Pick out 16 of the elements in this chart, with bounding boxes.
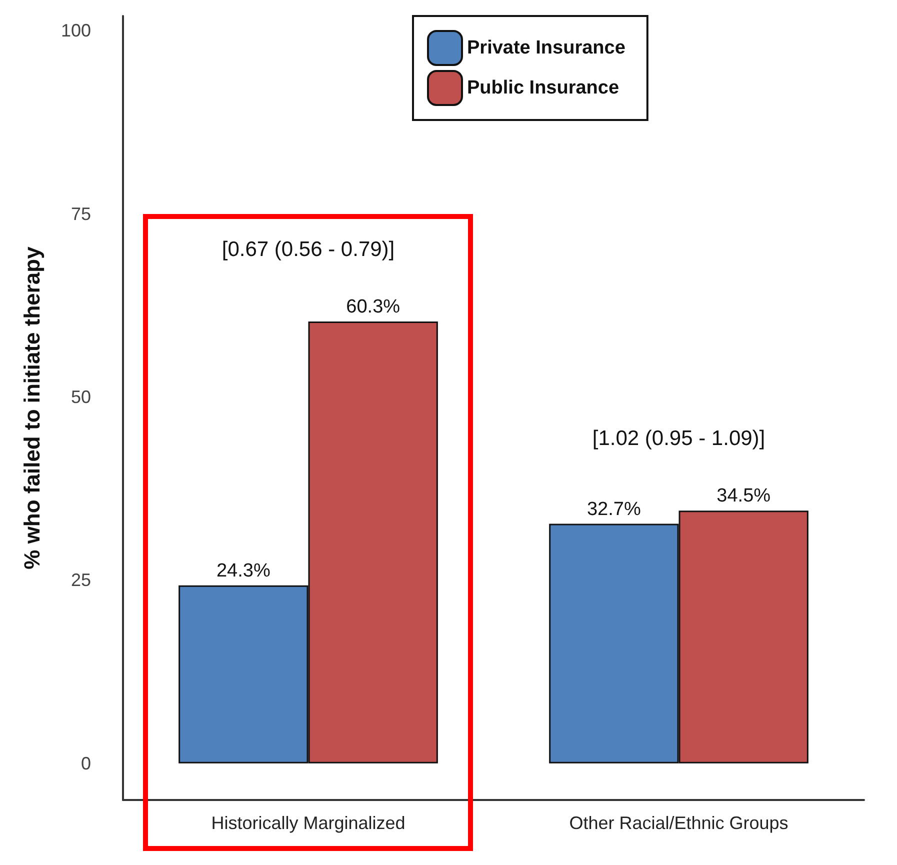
- y-tick-label: 25: [70, 570, 91, 590]
- y-tick-label: 0: [80, 753, 91, 774]
- x-tick-label: Other Racial/Ethnic Groups: [569, 813, 788, 833]
- data-label: 34.5%: [716, 486, 771, 507]
- annotation: [1.02 (0.95 - 1.09)]: [592, 427, 766, 450]
- y-tick-label: 100: [60, 20, 91, 41]
- data-label: 24.3%: [216, 560, 270, 582]
- legend-label: Public Insurance: [467, 78, 620, 98]
- data-label: 60.3%: [346, 296, 400, 318]
- x-tick-label: Historically Marginalized: [211, 813, 406, 833]
- y-axis-title: % who failed to initiate therapy: [20, 246, 44, 570]
- annotation: [0.67 (0.56 - 0.79)]: [222, 238, 395, 262]
- y-tick-label: 75: [70, 204, 91, 224]
- data-label: 32.7%: [586, 498, 641, 520]
- y-tick-label: 50: [70, 387, 91, 408]
- legend-label: Private Insurance: [467, 38, 626, 58]
